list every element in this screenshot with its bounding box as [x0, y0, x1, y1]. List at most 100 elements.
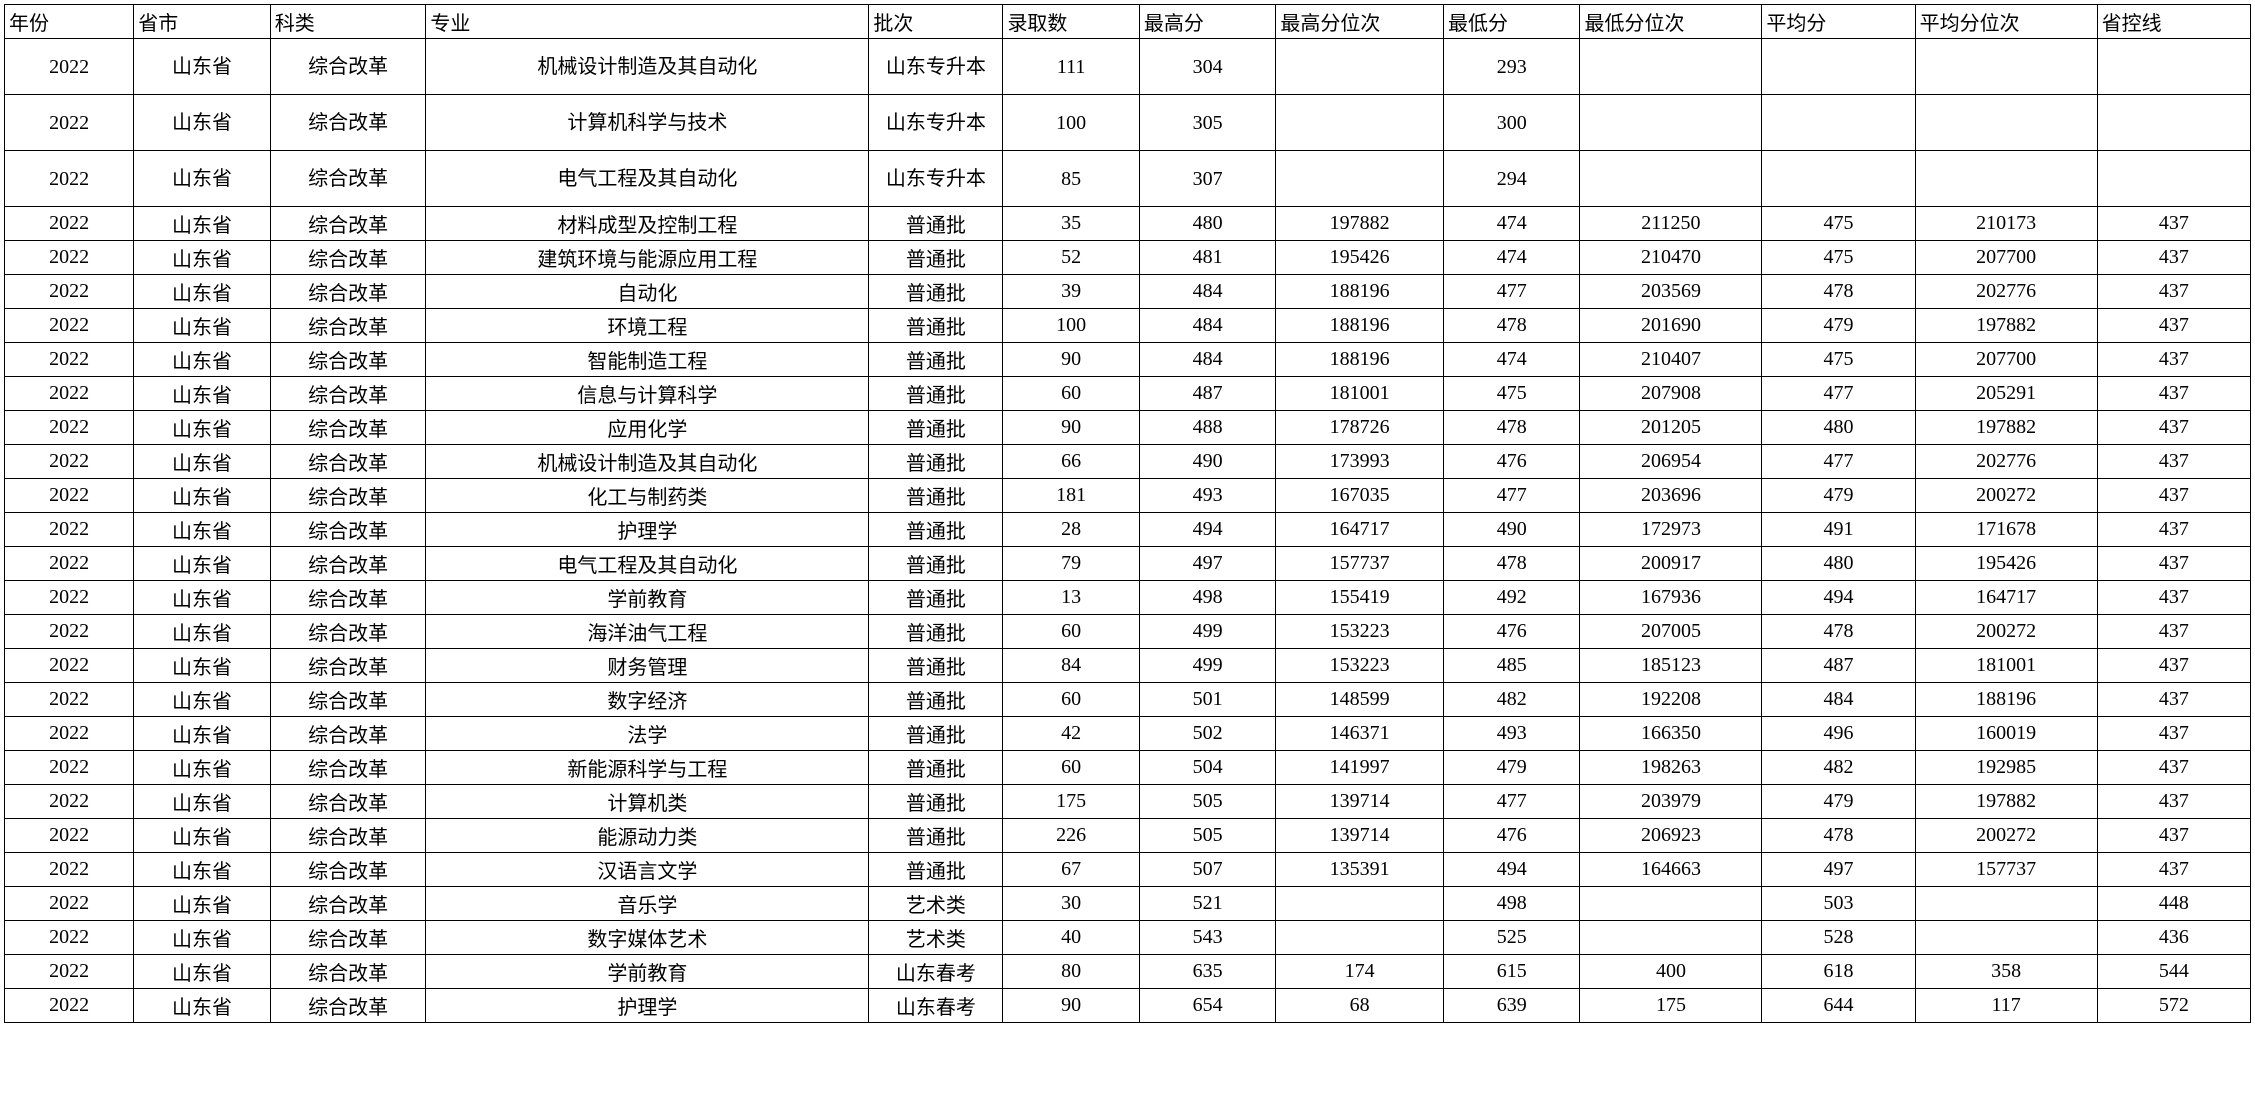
table-cell: 477 — [1443, 479, 1579, 513]
table-cell: 200272 — [1915, 615, 2097, 649]
table-cell: 2022 — [5, 445, 134, 479]
table-cell: 615 — [1443, 955, 1579, 989]
table-cell: 2022 — [5, 649, 134, 683]
table-cell — [1276, 39, 1444, 95]
column-header: 批次 — [869, 5, 1003, 39]
table-cell: 167035 — [1276, 479, 1444, 513]
table-cell: 音乐学 — [426, 887, 869, 921]
table-cell: 40 — [1003, 921, 1139, 955]
table-cell: 477 — [1443, 785, 1579, 819]
table-cell: 485 — [1443, 649, 1579, 683]
table-cell: 山东省 — [134, 513, 270, 547]
table-cell: 汉语言文学 — [426, 853, 869, 887]
table-cell — [1276, 921, 1444, 955]
table-cell: 475 — [1762, 207, 1915, 241]
table-row: 2022山东省综合改革计算机科学与技术山东专升本100305300 — [5, 95, 2251, 151]
table-cell: 498 — [1139, 581, 1275, 615]
table-cell: 210407 — [1580, 343, 1762, 377]
table-cell: 139714 — [1276, 785, 1444, 819]
table-cell: 智能制造工程 — [426, 343, 869, 377]
table-cell: 400 — [1580, 955, 1762, 989]
table-cell: 195426 — [1276, 241, 1444, 275]
table-cell: 山东省 — [134, 649, 270, 683]
column-header: 年份 — [5, 5, 134, 39]
table-cell: 207700 — [1915, 343, 2097, 377]
table-cell: 机械设计制造及其自动化 — [426, 39, 869, 95]
table-cell: 新能源科学与工程 — [426, 751, 869, 785]
table-cell: 海洋油气工程 — [426, 615, 869, 649]
table-cell: 201205 — [1580, 411, 1762, 445]
table-cell: 496 — [1762, 717, 1915, 751]
table-cell: 2022 — [5, 241, 134, 275]
table-cell: 501 — [1139, 683, 1275, 717]
table-cell — [1580, 39, 1762, 95]
table-cell: 197882 — [1915, 309, 2097, 343]
table-cell: 山东春考 — [869, 955, 1003, 989]
table-cell: 2022 — [5, 819, 134, 853]
table-cell: 480 — [1762, 411, 1915, 445]
table-cell: 30 — [1003, 887, 1139, 921]
table-cell: 综合改革 — [270, 853, 426, 887]
table-cell: 479 — [1762, 785, 1915, 819]
table-cell: 综合改革 — [270, 39, 426, 95]
table-cell: 计算机类 — [426, 785, 869, 819]
table-cell: 437 — [2097, 819, 2250, 853]
table-cell: 476 — [1443, 615, 1579, 649]
table-cell: 60 — [1003, 377, 1139, 411]
table-cell: 494 — [1139, 513, 1275, 547]
table-cell: 200272 — [1915, 479, 2097, 513]
table-row: 2022山东省综合改革机械设计制造及其自动化普通批664901739934762… — [5, 445, 2251, 479]
table-cell: 639 — [1443, 989, 1579, 1023]
table-cell: 474 — [1443, 241, 1579, 275]
table-cell: 437 — [2097, 615, 2250, 649]
table-cell: 178726 — [1276, 411, 1444, 445]
table-cell: 188196 — [1915, 683, 2097, 717]
table-cell — [1762, 39, 1915, 95]
table-cell: 197882 — [1915, 411, 2097, 445]
table-cell: 山东省 — [134, 581, 270, 615]
table-cell: 护理学 — [426, 989, 869, 1023]
table-cell: 111 — [1003, 39, 1139, 95]
table-row: 2022山东省综合改革学前教育普通批1349815541949216793649… — [5, 581, 2251, 615]
table-cell: 358 — [1915, 955, 2097, 989]
table-cell: 普通批 — [869, 445, 1003, 479]
table-cell: 207700 — [1915, 241, 2097, 275]
table-row: 2022山东省综合改革建筑环境与能源应用工程普通批524811954264742… — [5, 241, 2251, 275]
table-row: 2022山东省综合改革应用化学普通批9048817872647820120548… — [5, 411, 2251, 445]
table-cell: 普通批 — [869, 207, 1003, 241]
table-row: 2022山东省综合改革机械设计制造及其自动化山东专升本111304293 — [5, 39, 2251, 95]
table-cell: 210470 — [1580, 241, 1762, 275]
table-cell: 173993 — [1276, 445, 1444, 479]
table-cell: 综合改革 — [270, 445, 426, 479]
table-cell: 综合改革 — [270, 479, 426, 513]
table-cell: 综合改革 — [270, 683, 426, 717]
table-cell: 综合改革 — [270, 547, 426, 581]
column-header: 录取数 — [1003, 5, 1139, 39]
table-cell: 166350 — [1580, 717, 1762, 751]
table-cell: 139714 — [1276, 819, 1444, 853]
table-cell: 普通批 — [869, 751, 1003, 785]
table-cell: 482 — [1443, 683, 1579, 717]
table-cell: 437 — [2097, 241, 2250, 275]
table-cell: 618 — [1762, 955, 1915, 989]
table-cell: 300 — [1443, 95, 1579, 151]
table-cell: 148599 — [1276, 683, 1444, 717]
table-cell: 山东专升本 — [869, 95, 1003, 151]
table-row: 2022山东省综合改革学前教育山东春考806351746154006183585… — [5, 955, 2251, 989]
table-cell: 153223 — [1276, 649, 1444, 683]
table-cell: 2022 — [5, 751, 134, 785]
table-cell: 信息与计算科学 — [426, 377, 869, 411]
table-cell: 195426 — [1915, 547, 2097, 581]
table-cell: 山东省 — [134, 95, 270, 151]
table-cell: 479 — [1443, 751, 1579, 785]
table-cell: 484 — [1139, 343, 1275, 377]
table-cell: 197882 — [1915, 785, 2097, 819]
table-cell: 山东省 — [134, 955, 270, 989]
table-cell — [1915, 151, 2097, 207]
table-row: 2022山东省综合改革财务管理普通批8449915322348518512348… — [5, 649, 2251, 683]
table-row: 2022山东省综合改革化工与制药类普通批18149316703547720369… — [5, 479, 2251, 513]
table-cell: 543 — [1139, 921, 1275, 955]
table-cell: 普通批 — [869, 377, 1003, 411]
column-header: 最高分位次 — [1276, 5, 1444, 39]
table-cell: 437 — [2097, 751, 2250, 785]
